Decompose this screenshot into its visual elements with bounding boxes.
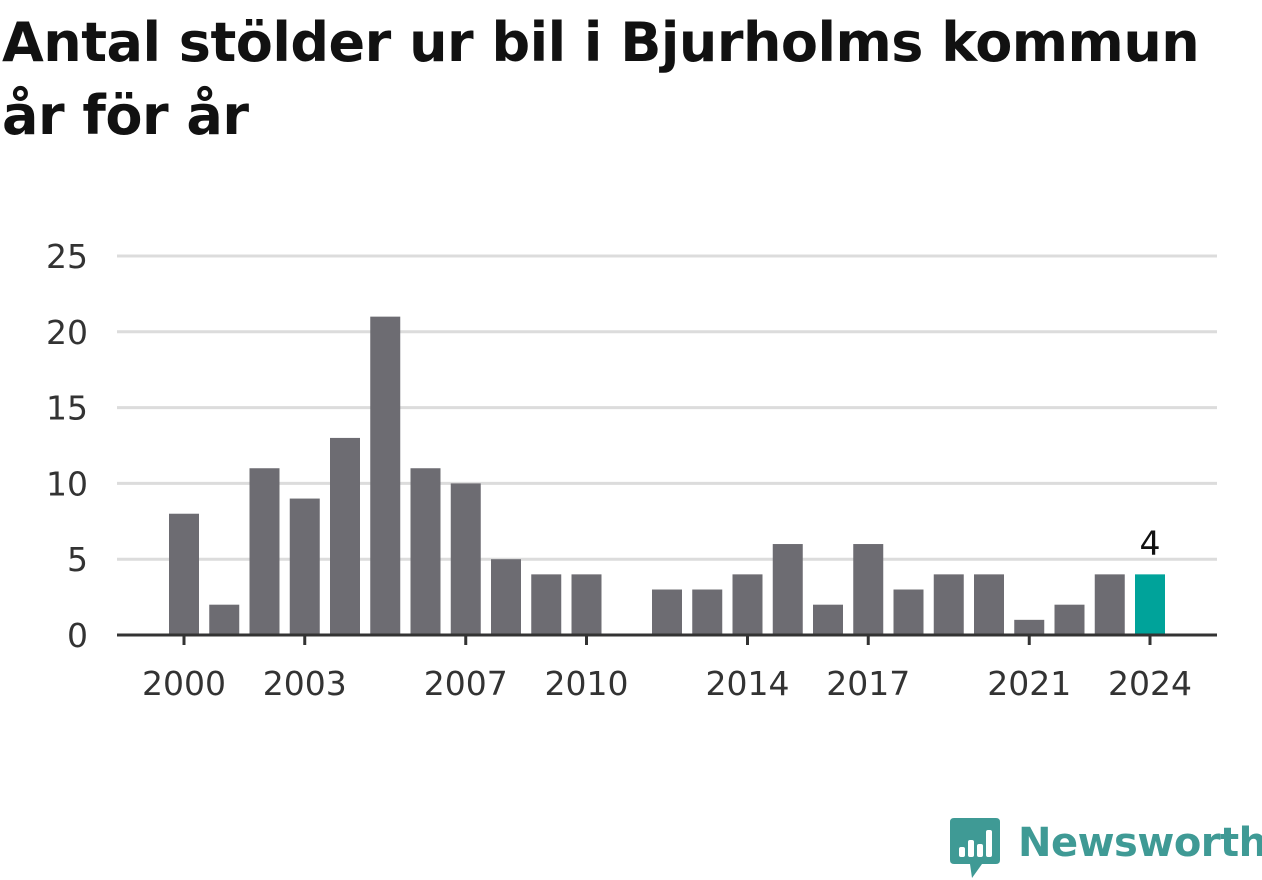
bar-2006 [410, 468, 441, 635]
bar-2016 [813, 604, 843, 635]
x-tick-label-2014: 2014 [706, 664, 790, 703]
bar-2023 [1094, 574, 1125, 635]
x-axis [117, 633, 1217, 645]
x-tick-label-2007: 2007 [424, 664, 508, 703]
bar-2014 [732, 574, 763, 635]
x-axis-labels: 2000 2003 2007 2010 2014 2017 2021 2024 [142, 664, 1192, 703]
bar-2000 [169, 513, 199, 635]
bar-2005 [370, 316, 401, 635]
bar-2002 [249, 468, 280, 635]
bar-2017 [853, 544, 884, 635]
x-tick-label-2003: 2003 [263, 664, 347, 703]
bars [169, 316, 1165, 635]
chart-title: Antal stölder ur bil i Bjurholms kommun … [2, 11, 1200, 147]
brand-name: Newsworthy [1018, 820, 1262, 866]
x-tick-label-2021: 2021 [987, 664, 1071, 703]
bar-2007 [450, 483, 481, 635]
x-tick-label-2024: 2024 [1108, 664, 1192, 703]
bar-2019 [933, 574, 964, 635]
bar-2004 [330, 437, 360, 635]
y-axis-labels: 0 5 10 15 20 25 [46, 237, 88, 655]
x-tick-label-2010: 2010 [545, 664, 629, 703]
x-tick-label-2017: 2017 [826, 664, 910, 703]
bar-2024 [1135, 574, 1165, 635]
newsworthy-logo-icon [950, 818, 1000, 878]
y-tick-label-0: 0 [67, 616, 88, 655]
y-tick-label-5: 5 [67, 540, 88, 579]
bar-2010 [571, 574, 602, 635]
gridlines [117, 254, 1217, 561]
bar-2009 [531, 574, 562, 635]
y-tick-label-20: 20 [46, 313, 88, 352]
bar-2013 [692, 589, 723, 635]
data-labels: 4 [1140, 523, 1161, 562]
x-tick-label-2000: 2000 [142, 664, 226, 703]
bar-2018 [893, 589, 924, 635]
data-label-2024: 4 [1140, 523, 1161, 562]
bar-2008 [491, 559, 521, 635]
y-tick-label-15: 15 [46, 389, 88, 428]
bar-2021 [1014, 619, 1045, 635]
y-tick-label-25: 25 [46, 237, 88, 276]
newsworthy-brand: Newsworthy [950, 818, 1262, 880]
bar-2012 [652, 589, 682, 635]
bar-2001 [209, 604, 240, 635]
bar-2003 [289, 498, 320, 635]
bar-2020 [974, 574, 1004, 635]
bar-2022 [1054, 604, 1085, 635]
y-tick-label-10: 10 [46, 464, 88, 503]
bar-2015 [772, 544, 803, 635]
